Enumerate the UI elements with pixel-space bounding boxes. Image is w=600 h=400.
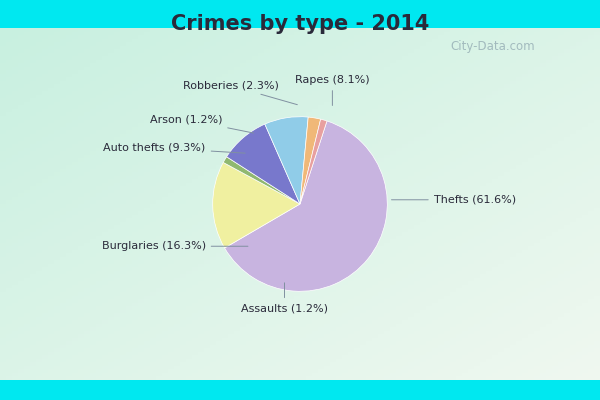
Text: Arson (1.2%): Arson (1.2%) — [150, 114, 254, 133]
Text: City-Data.com: City-Data.com — [450, 40, 535, 53]
Text: Rapes (8.1%): Rapes (8.1%) — [295, 75, 370, 106]
Text: Crimes by type - 2014: Crimes by type - 2014 — [171, 14, 429, 34]
Text: Auto thefts (9.3%): Auto thefts (9.3%) — [103, 143, 245, 153]
Text: Burglaries (16.3%): Burglaries (16.3%) — [101, 241, 248, 251]
Wedge shape — [300, 117, 320, 204]
Text: Thefts (61.6%): Thefts (61.6%) — [391, 195, 516, 205]
Wedge shape — [223, 157, 300, 204]
Wedge shape — [224, 121, 387, 291]
Text: Assaults (1.2%): Assaults (1.2%) — [241, 283, 328, 313]
Text: Robberies (2.3%): Robberies (2.3%) — [183, 81, 298, 105]
Wedge shape — [265, 117, 308, 204]
Wedge shape — [213, 162, 300, 248]
Wedge shape — [300, 119, 327, 204]
Wedge shape — [227, 124, 300, 204]
